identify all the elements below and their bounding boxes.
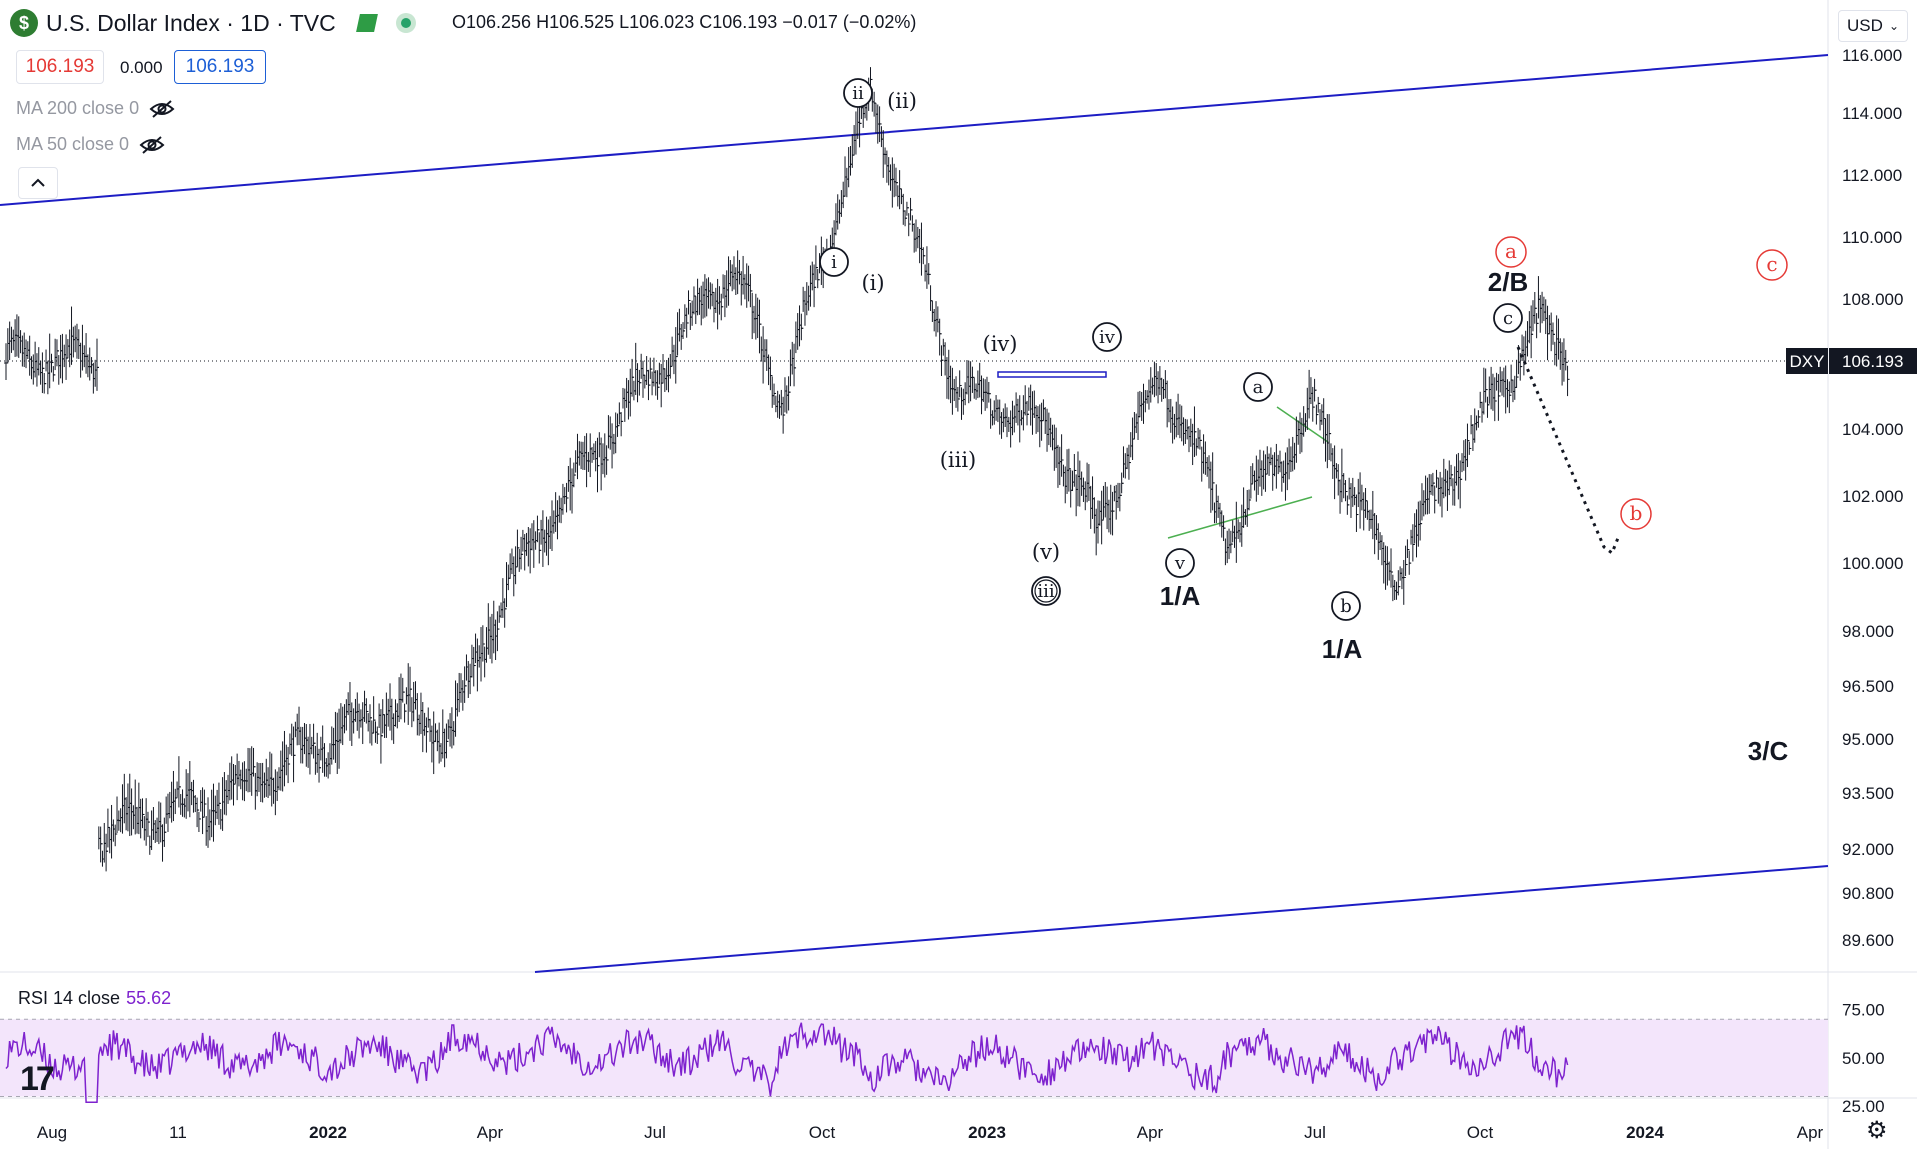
projection-label-circle — [1620, 498, 1652, 530]
chevron-up-icon — [31, 178, 45, 187]
price-axis-label: 98.000 — [1842, 622, 1894, 641]
sell-price-button[interactable]: 106.193 — [16, 50, 104, 84]
price-axis-label: 95.000 — [1842, 730, 1894, 749]
price-axis-label: 110.000 — [1842, 228, 1902, 247]
wave-label: (i) — [861, 271, 884, 295]
flag-icon[interactable] — [355, 14, 378, 32]
time-axis-label: Apr — [1137, 1123, 1164, 1142]
wave-label-circle — [819, 247, 849, 277]
wave-label: iv — [1099, 327, 1116, 348]
rsi-legend[interactable]: RSI 14 close 55.62 — [18, 988, 171, 1009]
collapse-legend-button[interactable] — [18, 167, 58, 199]
projection-label: c — [1766, 252, 1777, 276]
rsi-value: 55.62 — [126, 988, 172, 1008]
wave-label: b — [1340, 596, 1352, 617]
symbol-tag-ticker: DXY — [1790, 352, 1825, 371]
time-axis-label: 2022 — [309, 1123, 347, 1142]
spread-value: 0.000 — [120, 58, 163, 77]
wave-label-circle — [1092, 322, 1122, 352]
triangle-lower-line — [1167, 496, 1313, 539]
triangle-upper-line — [1276, 406, 1329, 443]
rsi-band — [0, 1019, 1828, 1097]
wave-label: (ii) — [887, 89, 917, 113]
wave-label: c — [1503, 308, 1513, 329]
price-axis-label: 89.600 — [1842, 931, 1894, 950]
time-axis-label: Apr — [477, 1123, 504, 1142]
wave-label: v — [1174, 553, 1186, 574]
price-axis-label: 92.000 — [1842, 840, 1894, 859]
price-axis-label: 90.800 — [1842, 884, 1894, 903]
price-axis-label: 100.000 — [1842, 554, 1903, 573]
time-axis-label: Oct — [809, 1123, 836, 1142]
dollar-logo-icon: $ — [10, 9, 38, 37]
projection-label-circle — [1756, 249, 1788, 281]
wave-label: iii — [1037, 581, 1055, 602]
rsi-axis-label: 75.00 — [1842, 1001, 1885, 1020]
tradingview-logo-icon[interactable]: 17 — [20, 1060, 55, 1098]
projection-label: b — [1630, 501, 1643, 525]
hidden-eye-icon[interactable] — [149, 99, 175, 118]
wave-label-circle — [1493, 303, 1523, 333]
symbol-tag-price-bg — [1829, 348, 1917, 374]
time-axis-label: Aug — [37, 1123, 67, 1142]
wave-label: 3/C — [1748, 736, 1789, 766]
time-axis-label: 2024 — [1626, 1123, 1664, 1142]
symbol-tag-ticker-bg — [1786, 348, 1828, 374]
symbol-tag-price: 106.193 — [1842, 352, 1903, 371]
projection-label: a — [1505, 239, 1517, 263]
channel-upper-line — [0, 54, 1829, 206]
ohlc-values: O106.256 H106.525 L106.023 C106.193 −0.0… — [452, 12, 917, 32]
wave-label-inner-circle — [1034, 579, 1058, 603]
currency-value: USD — [1847, 16, 1883, 35]
wave-label: (iv) — [983, 332, 1018, 356]
wave-label: (iii) — [940, 448, 977, 472]
ma200-label: MA 200 close 0 — [16, 98, 140, 118]
price-axis-label: 104.000 — [1842, 420, 1903, 439]
channel-lower-line — [534, 865, 1829, 973]
ma50-label: MA 50 close 0 — [16, 134, 130, 154]
symbol-header[interactable]: $ U.S. Dollar Index · 1D · TVC — [10, 8, 416, 38]
wave-label-circle — [1243, 372, 1273, 402]
ma200-legend[interactable]: MA 200 close 0 — [16, 98, 175, 119]
wave-label-circle — [1331, 591, 1361, 621]
price-axis-label: 96.500 — [1842, 677, 1894, 696]
fourth-wave-box — [997, 371, 1107, 378]
rsi-name: RSI 14 close — [18, 988, 121, 1008]
ma50-legend[interactable]: MA 50 close 0 — [16, 134, 165, 155]
wave-label: ii — [852, 83, 864, 104]
rsi-axis-label: 50.00 — [1842, 1049, 1885, 1068]
time-axis-label: Oct — [1467, 1123, 1494, 1142]
rsi-axis-label: 25.00 — [1842, 1097, 1885, 1116]
chevron-down-icon: ⌄ — [1888, 19, 1899, 33]
time-axis-label: Jul — [644, 1123, 666, 1142]
wave-label: (v) — [1032, 540, 1060, 564]
price-axis-label: 112.000 — [1842, 166, 1902, 185]
rsi-line — [5, 1022, 1569, 1104]
market-open-dot-icon — [395, 13, 416, 33]
settings-gear-icon[interactable]: ⚙ — [1866, 1117, 1888, 1144]
price-axis-label: 93.500 — [1842, 784, 1894, 803]
hidden-eye-icon[interactable] — [139, 135, 165, 154]
wave-label: 1/A — [1322, 634, 1363, 664]
wave-label-circle — [1031, 576, 1061, 606]
price-axis-label: 114.000 — [1842, 104, 1902, 123]
wave-label: 1/A — [1160, 581, 1201, 611]
wave-label: a — [1253, 377, 1264, 398]
buy-price-button[interactable]: 106.193 — [174, 50, 266, 84]
time-axis-label: Jul — [1304, 1123, 1326, 1142]
wave-label-circle — [843, 78, 873, 108]
time-axis-label: 11 — [169, 1123, 187, 1142]
currency-select[interactable]: USD ⌄ — [1838, 10, 1908, 42]
price-axis-label: 116.000 — [1842, 46, 1902, 65]
wave-label: 2/B — [1488, 267, 1528, 297]
time-axis-label: Apr — [1797, 1123, 1824, 1142]
symbol-title[interactable]: U.S. Dollar Index · 1D · TVC — [46, 9, 336, 36]
wave-label-circle — [1165, 548, 1195, 578]
price-axis-label: 102.000 — [1842, 487, 1903, 506]
time-axis-label: 2023 — [968, 1123, 1006, 1142]
projection-label-circle — [1495, 236, 1527, 268]
wave-label: i — [831, 252, 837, 273]
price-axis-label: 108.000 — [1842, 290, 1903, 309]
